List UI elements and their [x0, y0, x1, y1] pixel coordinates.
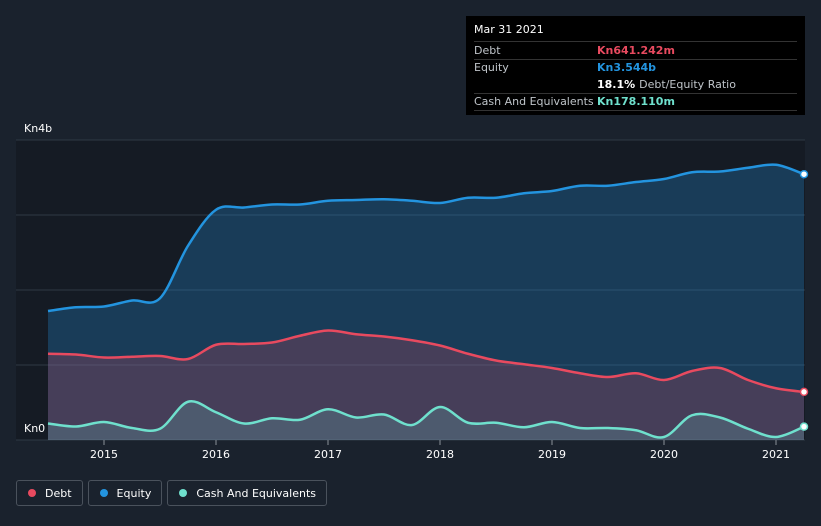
- tooltip-debt-label: Debt: [474, 43, 501, 57]
- tooltip-equity-value: Kn3.544b: [597, 61, 657, 75]
- tooltip-date: Mar 31 2021: [474, 23, 544, 36]
- area-debt: [48, 330, 804, 440]
- endpoint-debt: [799, 387, 809, 397]
- x-tick-label: 2016: [202, 448, 230, 461]
- line-debt: [47, 329, 805, 394]
- x-tick-label: 2018: [426, 448, 454, 461]
- endpoint-cash-and-equivalents: [799, 422, 809, 431]
- x-axis-ticks: 2015 2016 2017 2018 2019 2020 2021: [90, 440, 790, 461]
- legend-dot-debt: [28, 489, 36, 497]
- legend-dot-cash: [179, 489, 188, 497]
- x-tick-label: 2015: [90, 448, 118, 461]
- tooltip-row-debt: Debt Kn641.242m: [474, 41, 797, 59]
- legend-label-equity: Equity: [116, 486, 152, 500]
- y-axis-min-label: Kn0: [24, 422, 45, 435]
- tooltip-equity-label: Equity: [474, 61, 509, 75]
- tooltip-ratio-caption: Debt/Equity Ratio: [639, 77, 736, 91]
- line-equity: [47, 163, 805, 313]
- series-endpoints: [799, 169, 809, 431]
- legend-dot-equity: [99, 489, 108, 497]
- line-cash-and-equivalents: [47, 400, 805, 439]
- tooltip-ratio-value: 18.1%: [597, 77, 636, 91]
- chart-legend: Debt Equity Cash And Equivalents: [16, 480, 327, 506]
- tooltip-row-equity: Equity Kn3.544b: [474, 58, 797, 77]
- tooltip-row-cash: Cash And Equivalents Kn178.110m: [474, 92, 797, 111]
- legend-item-cash[interactable]: Cash And Equivalents: [167, 480, 327, 506]
- x-tick-label: 2017: [314, 448, 342, 461]
- series-areas: [48, 164, 804, 440]
- series-lines: [47, 163, 805, 439]
- data-tooltip: Mar 31 2021 Debt Kn641.242m Equity Kn3.5…: [466, 16, 805, 115]
- tooltip-cash-label: Cash And Equivalents: [474, 95, 594, 109]
- tooltip-cash-value: Kn178.110m: [597, 95, 675, 109]
- legend-item-equity[interactable]: Equity: [87, 480, 163, 506]
- tooltip-debt-value: Kn641.242m: [597, 43, 675, 57]
- y-axis-max-label: Kn4b: [24, 122, 52, 135]
- legend-item-debt[interactable]: Debt: [16, 480, 83, 506]
- gridlines: [16, 139, 805, 441]
- x-tick-label: 2020: [650, 448, 678, 461]
- endpoint-equity: [799, 169, 809, 179]
- x-tick-label: 2021: [762, 448, 790, 461]
- area-equity: [48, 164, 804, 440]
- area-cash-and-equivalents: [48, 401, 804, 440]
- legend-label-debt: Debt: [45, 486, 72, 500]
- legend-label-cash: Cash And Equivalents: [196, 486, 316, 500]
- x-tick-label: 2019: [538, 448, 566, 461]
- tooltip-row-ratio: 18.1% Debt/Equity Ratio: [474, 76, 797, 93]
